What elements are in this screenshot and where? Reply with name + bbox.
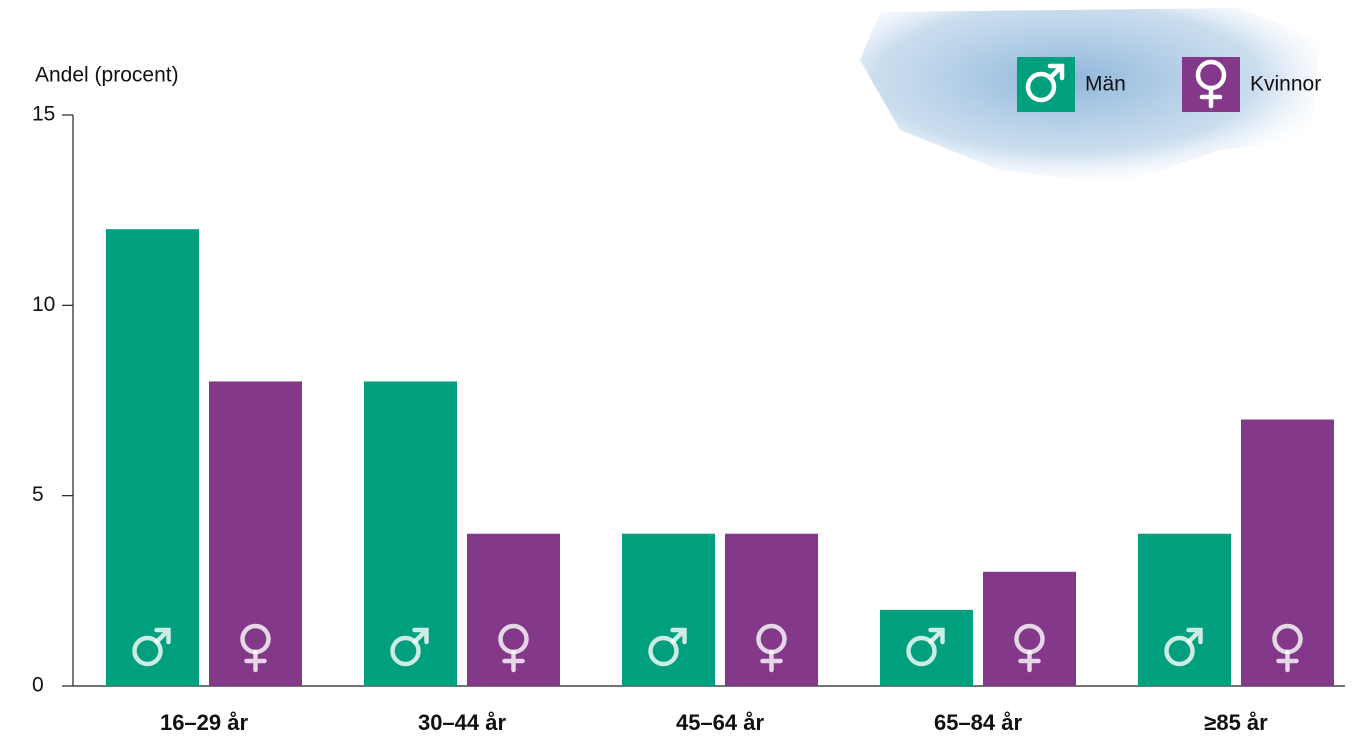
legend-label: Män	[1085, 73, 1126, 96]
y-tick-label: 10	[32, 293, 55, 316]
icon	[1047, 63, 1065, 81]
icon	[390, 635, 421, 667]
bar	[209, 381, 302, 686]
icon	[1025, 71, 1057, 103]
x-tick-label: 16–29 år	[160, 710, 249, 735]
y-axis-label: Andel (procent)	[35, 64, 179, 87]
y-tick-label: 5	[32, 483, 44, 506]
icon	[1199, 85, 1223, 109]
icon	[154, 627, 171, 645]
legend-swatch	[1017, 57, 1075, 112]
bar	[106, 229, 199, 686]
y-tick-label: 0	[32, 674, 44, 697]
x-tick-label: 45–64 år	[676, 710, 765, 735]
icon	[906, 635, 937, 667]
icon	[760, 649, 783, 673]
bar	[364, 381, 457, 686]
legend-label: Kvinnor	[1250, 73, 1321, 96]
icon	[412, 627, 429, 645]
icon	[648, 635, 679, 667]
x-tick-label: ≥85 år	[1204, 710, 1268, 735]
icon	[670, 627, 687, 645]
icon	[244, 649, 267, 673]
x-tick-label: 65–84 år	[934, 710, 1023, 735]
x-tick-label: 30–44 år	[418, 710, 507, 735]
icon	[1186, 627, 1203, 645]
y-tick-label: 15	[32, 103, 55, 126]
icon	[928, 627, 945, 645]
icon	[132, 635, 163, 667]
bar	[1241, 419, 1334, 686]
icon	[1164, 635, 1195, 667]
icon	[502, 649, 525, 673]
bar	[880, 609, 973, 686]
decoration	[860, 8, 1320, 185]
icon	[1276, 649, 1299, 673]
icon	[1018, 649, 1041, 673]
